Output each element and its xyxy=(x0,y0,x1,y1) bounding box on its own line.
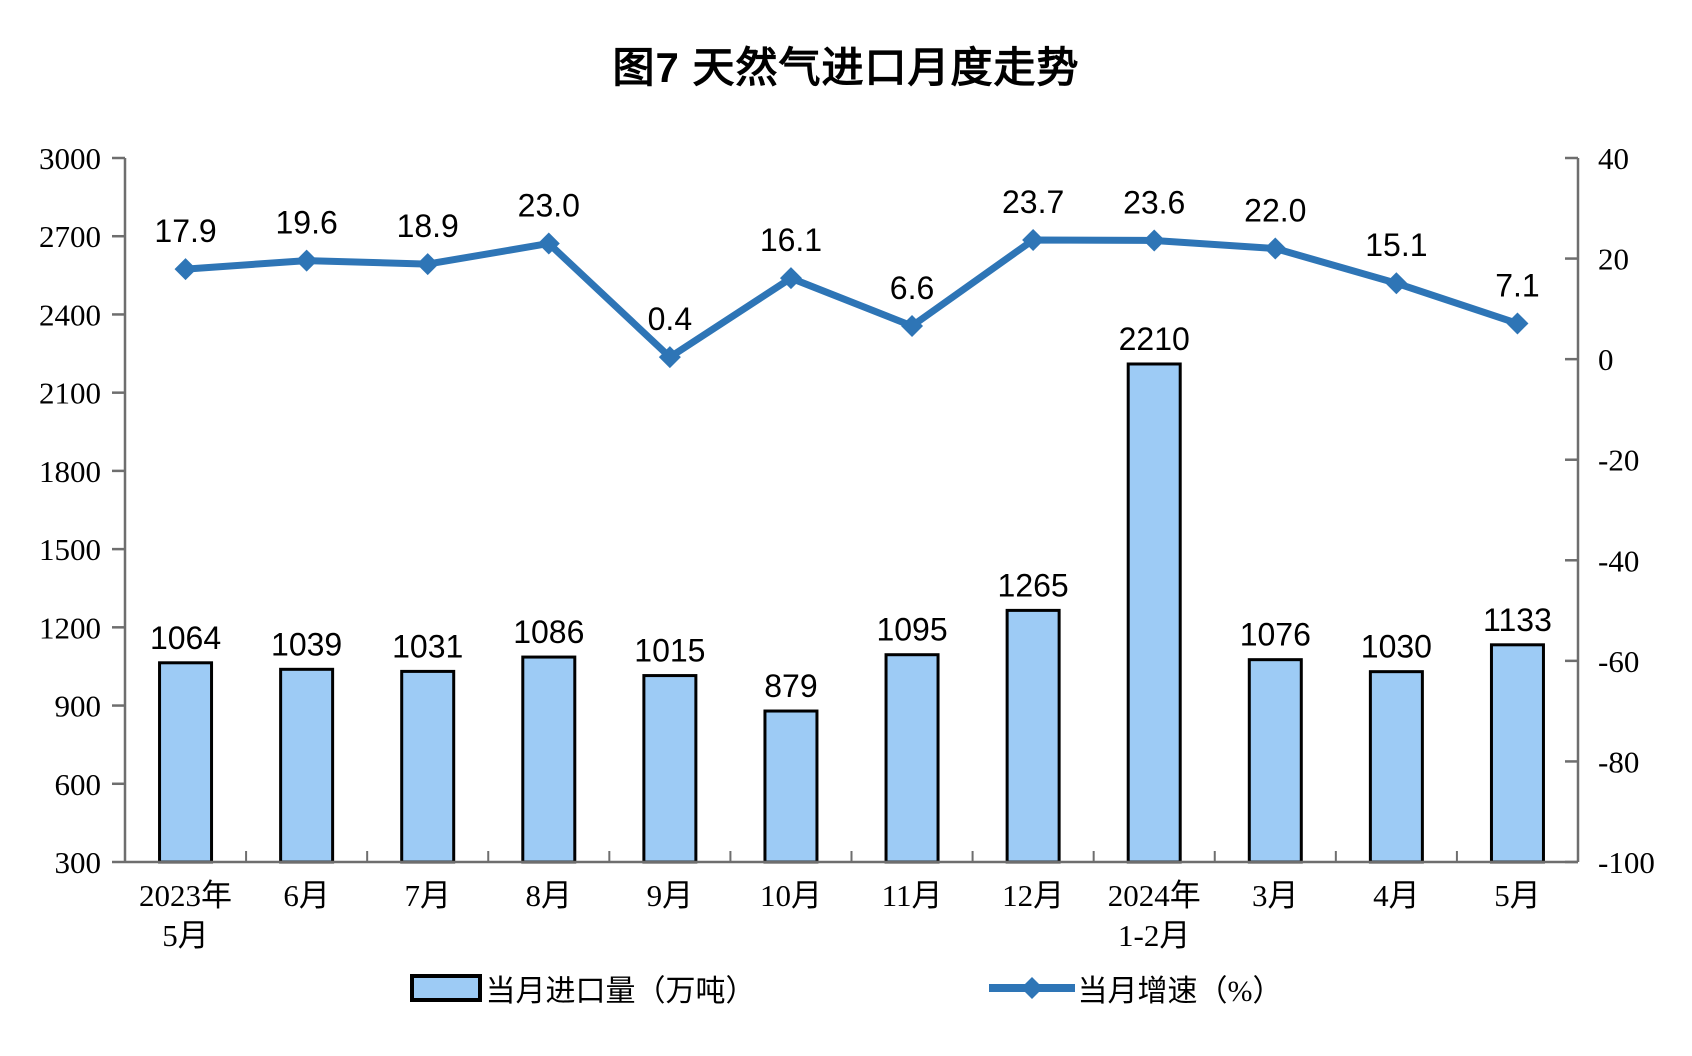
right-axis-tick-label: 20 xyxy=(1598,242,1629,277)
x-axis-category-label: 2024年 xyxy=(1108,878,1201,913)
left-axis-tick-label: 1500 xyxy=(39,532,101,567)
right-axis-tick-label: -60 xyxy=(1598,644,1639,679)
line-marker-diamond xyxy=(1264,237,1287,260)
right-axis-tick-label: -40 xyxy=(1598,543,1639,578)
x-axis-category-label: 4月 xyxy=(1373,878,1420,913)
bar-value-label: 1064 xyxy=(150,620,221,656)
x-axis-category-label: 5月 xyxy=(162,918,209,953)
bar xyxy=(1247,658,1303,864)
line-marker-diamond xyxy=(416,253,439,276)
bar-value-label: 879 xyxy=(764,668,817,704)
x-axis-category-label: 2023年 xyxy=(139,878,232,913)
x-axis-category-label: 5月 xyxy=(1494,878,1541,913)
line-value-label: 0.4 xyxy=(648,301,692,337)
line-value-label: 23.0 xyxy=(518,187,580,223)
bar xyxy=(521,655,577,864)
bar-series-swatch xyxy=(409,974,482,1002)
line-marker-diamond xyxy=(174,258,197,281)
bar-value-label: 1076 xyxy=(1240,617,1311,653)
bar xyxy=(279,667,335,864)
line-value-label: 23.7 xyxy=(1002,184,1064,220)
line-value-label: 19.6 xyxy=(275,205,337,241)
line-value-label: 6.6 xyxy=(890,270,934,306)
bar-value-label: 1133 xyxy=(1483,602,1552,638)
bar-value-label: 1086 xyxy=(513,614,584,650)
x-axis-category-label: 10月 xyxy=(760,878,822,913)
x-axis-category-label: 9月 xyxy=(647,878,694,913)
line-marker-diamond xyxy=(295,249,318,272)
left-axis-tick-label: 1200 xyxy=(39,610,101,645)
line-value-label: 15.1 xyxy=(1365,227,1427,263)
left-axis-tick-label: 600 xyxy=(55,767,102,802)
legend-item-line-series: 当月增速（%） xyxy=(986,966,1283,1010)
line-value-label: 16.1 xyxy=(760,222,822,258)
bar xyxy=(1368,670,1424,864)
bar xyxy=(400,669,456,864)
chart-title: 图7 天然气进口月度走势 xyxy=(612,44,1080,91)
left-axis-tick-label: 900 xyxy=(55,689,102,724)
line-value-label: 22.0 xyxy=(1244,193,1306,229)
bar-series-label: 当月进口量（万吨） xyxy=(485,975,756,1008)
bar xyxy=(1489,643,1545,864)
chart-legend: 当月进口量（万吨） 当月增速（%） xyxy=(0,966,1692,1010)
x-axis-category-label: 12月 xyxy=(1002,878,1064,913)
right-axis-tick-label: 0 xyxy=(1598,342,1614,377)
bar xyxy=(1126,362,1182,864)
x-axis-category-label: 3月 xyxy=(1252,878,1299,913)
line-value-label: 23.6 xyxy=(1123,184,1185,220)
bar xyxy=(642,674,698,864)
growth-line xyxy=(182,236,1521,361)
x-axis-category-label: 7月 xyxy=(404,878,451,913)
right-axis-tick-label: -20 xyxy=(1598,443,1639,478)
legend-item-bar-series: 当月进口量（万吨） xyxy=(409,966,756,1010)
x-axis-category-label: 6月 xyxy=(283,878,330,913)
line-value-label: 7.1 xyxy=(1495,267,1539,303)
line-series-label: 当月增速（%） xyxy=(1077,975,1283,1008)
bar-value-label: 1095 xyxy=(876,612,947,648)
line-value-label: 17.9 xyxy=(154,213,216,249)
bar xyxy=(1005,608,1061,864)
x-axis-category-label: 11月 xyxy=(882,878,943,913)
x-axis-category-label: 8月 xyxy=(526,878,573,913)
right-axis-tick-label: 40 xyxy=(1598,141,1629,176)
left-axis-tick-label: 3000 xyxy=(39,141,101,176)
right-axis-tick-label: -80 xyxy=(1598,744,1639,779)
line-marker-diamond xyxy=(658,346,681,369)
line-marker-diamond xyxy=(537,232,560,255)
line-value-label: 18.9 xyxy=(397,208,459,244)
x-axis-category-label: 1-2月 xyxy=(1118,918,1190,953)
line-marker-diamond xyxy=(1022,228,1045,251)
bar-value-label: 2210 xyxy=(1119,321,1190,357)
line-marker-diamond xyxy=(901,314,924,337)
line-series-swatch xyxy=(988,977,1075,999)
bar xyxy=(763,709,819,864)
bar-value-label: 1031 xyxy=(392,628,463,664)
line-marker-diamond xyxy=(779,267,802,290)
line-marker-diamond xyxy=(1506,312,1529,335)
bar-value-label: 1039 xyxy=(271,626,342,662)
bar-value-label: 1265 xyxy=(998,567,1069,603)
line-marker-diamond xyxy=(1385,272,1408,295)
line-marker-diamond xyxy=(1143,229,1166,252)
bar xyxy=(158,661,214,864)
right-axis-tick-label: -100 xyxy=(1598,845,1655,880)
left-axis-tick-label: 300 xyxy=(55,845,102,880)
left-axis-tick-label: 2100 xyxy=(39,376,101,411)
bar-value-label: 1030 xyxy=(1361,629,1432,665)
bar xyxy=(884,653,940,864)
left-axis-tick-label: 2700 xyxy=(39,219,101,254)
bar-value-label: 1015 xyxy=(634,633,705,669)
left-axis-tick-label: 1800 xyxy=(39,454,101,489)
left-axis-tick-label: 2400 xyxy=(39,297,101,332)
